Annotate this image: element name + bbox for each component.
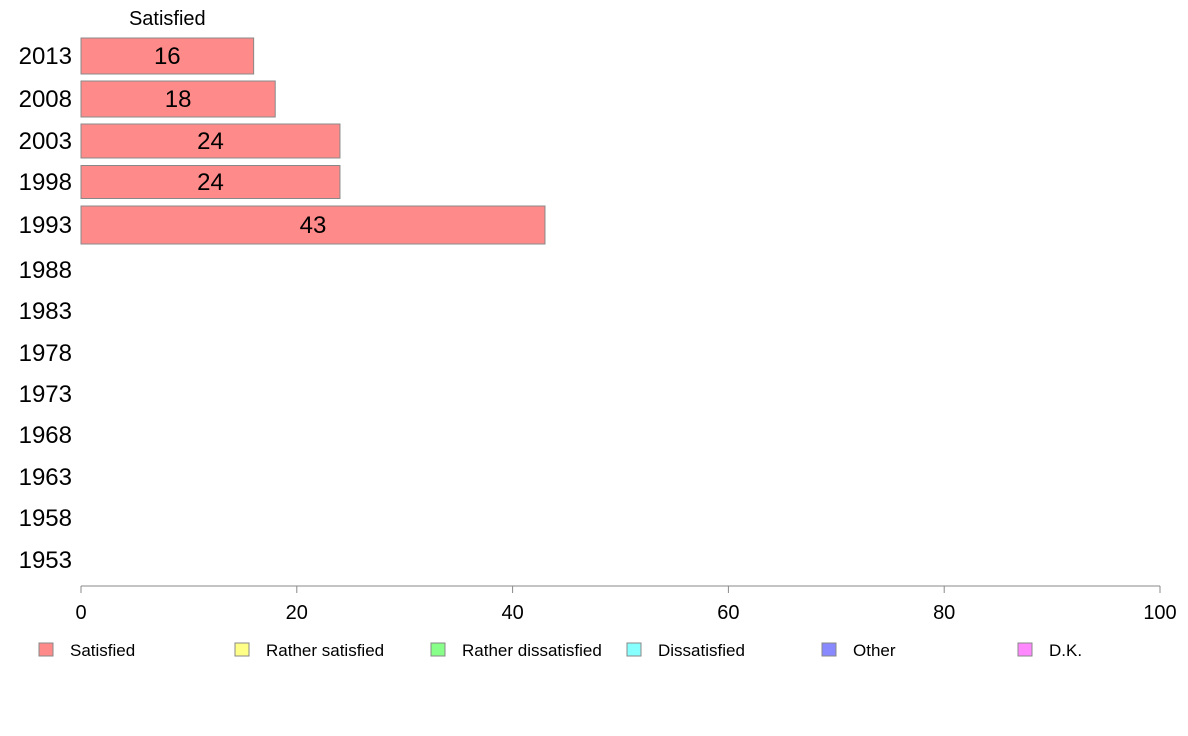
x-tick-label: 100 [1143,602,1176,624]
x-tick-label: 0 [75,602,86,624]
category-label: 1983 [19,298,72,325]
legend-swatch-d-k- [1017,642,1033,657]
bar-satisfied-1998 [80,165,341,199]
data-label: 24 [197,169,224,196]
category-label: 2013 [19,43,72,70]
data-label: 43 [300,212,327,239]
x-tick-label: 80 [933,602,955,624]
bar-satisfied-2003 [80,123,341,159]
legend-label-rather-satisfied: Rather satisfied [266,641,384,660]
legend-swatch-rather-satisfied [234,642,250,657]
data-label: 24 [197,128,224,155]
x-tick-label: 60 [717,602,739,624]
legend-label-d-k-: D.K. [1049,641,1082,660]
category-label: 1958 [19,505,72,532]
bar-satisfied-2013 [80,37,255,75]
category-label: 1973 [19,381,72,408]
legend-label-other: Other [853,641,896,660]
category-label: 1998 [19,169,72,196]
bar-satisfied-1993 [80,205,546,245]
category-label: 2003 [19,128,72,155]
category-label: 1978 [19,340,72,367]
category-label: 2008 [19,86,72,113]
category-label: 1953 [19,547,72,574]
category-label: 1993 [19,212,72,239]
legend-label-dissatisfied: Dissatisfied [658,641,745,660]
legend-swatch-satisfied [38,642,54,657]
legend-label-satisfied: Satisfied [70,641,135,660]
data-label: 18 [165,86,192,113]
category-label: 1963 [19,464,72,491]
legend-label-rather-dissatisfied: Rather dissatisfied [462,641,602,660]
data-label: 16 [154,43,181,70]
legend-swatch-other [821,642,837,657]
category-label: 1988 [19,257,72,284]
x-tick-label: 20 [286,602,308,624]
category-label: 1968 [19,422,72,449]
series-header-label: Satisfied [129,8,206,30]
bar-satisfied-2008 [80,80,276,118]
legend-swatch-rather-dissatisfied [430,642,446,657]
x-tick-label: 40 [501,602,523,624]
legend-swatch-dissatisfied [626,642,642,657]
